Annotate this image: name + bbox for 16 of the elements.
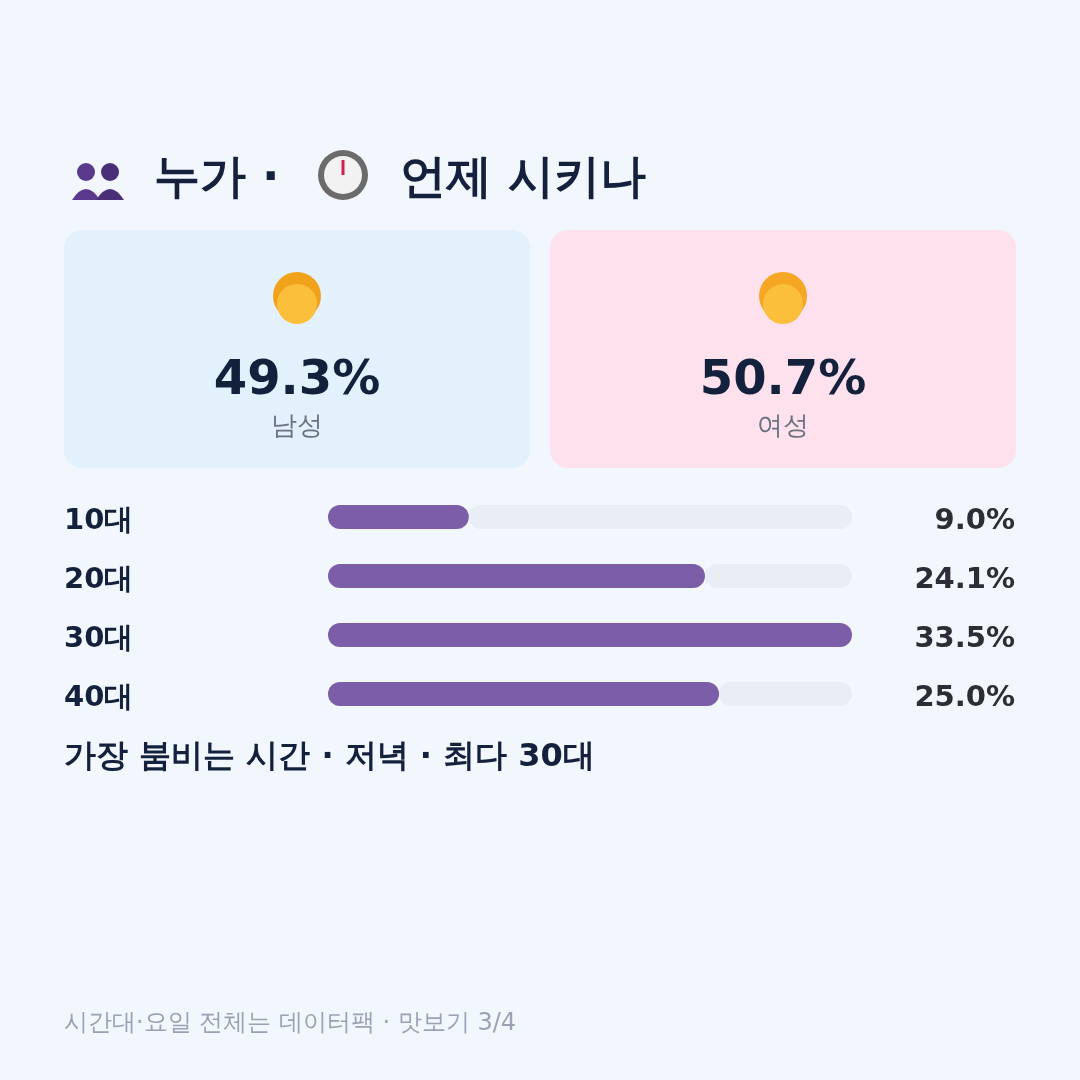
text: 시간대·요일 전체는 데이터팩 · 맛보기 3/4 (64, 1008, 517, 1036)
y-tick-label: 30대 (64, 620, 134, 654)
text: 가장 붐비는 시간 · 저녁 · 최다 30대 (64, 736, 595, 774)
data-label: 9.0% (934, 502, 1015, 536)
data-label: 49.3% (213, 349, 381, 405)
y-tick-label: 10대 (64, 502, 134, 536)
data-label: 33.5% (914, 620, 1015, 654)
data-label: 24.1% (914, 561, 1015, 595)
bar (328, 623, 852, 647)
chart-title: 누가 · 언제 시키나 (154, 149, 647, 203)
y-tick-label: 40대 (64, 679, 134, 713)
data-label: 25.0% (914, 679, 1015, 713)
y-tick-label: 20대 (64, 561, 134, 595)
category-label: 여성 (757, 410, 809, 440)
data-label: 50.7% (699, 349, 867, 405)
category-label: 남성 (271, 410, 323, 440)
